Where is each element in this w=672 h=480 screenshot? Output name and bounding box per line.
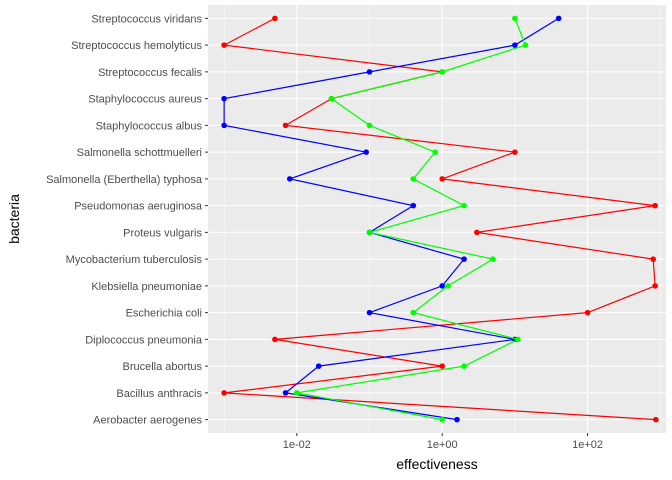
data-point: [221, 95, 227, 102]
data-point: [366, 309, 373, 316]
data-point: [221, 42, 227, 48]
y-axis-ticks: Aerobacter aerogenes Bacillus anthracis Br…: [46, 13, 208, 427]
y-tick-label: Diplococcus pneumonia: [85, 334, 203, 346]
y-tick-label: Bacillus anthracis: [116, 388, 202, 400]
x-tick-label: 1e+00: [427, 439, 458, 451]
data-point: [272, 336, 278, 343]
data-point: [490, 256, 496, 262]
data-point: [410, 202, 417, 209]
data-point: [512, 42, 518, 48]
y-tick-label: Staphylococcus aureus: [88, 94, 202, 106]
y-tick-label: Mycobacterium tuberculosis: [66, 254, 203, 266]
y-tick-label: Pseudomonas aeruginosa: [74, 201, 203, 213]
data-point: [474, 229, 480, 236]
series-line: [296, 18, 527, 421]
x-axis-title: effectiveness: [396, 456, 477, 472]
y-tick-label: Salmonella (Eberthella) typhosa: [46, 174, 203, 186]
data-point: [584, 309, 591, 316]
y-axis-title: bacteria: [6, 194, 22, 244]
y-tick-label: Streptococcus hemolyticus: [71, 40, 202, 52]
data-point: [515, 336, 521, 343]
series-3: [294, 15, 529, 423]
data-point: [439, 416, 445, 423]
data-point: [512, 15, 518, 22]
data-point: [555, 15, 562, 22]
data-point: [445, 283, 451, 289]
data-point: [522, 42, 529, 48]
data-point: [653, 416, 659, 423]
x-axis-ticks: 1e-02 1e+00 1e+02: [283, 433, 603, 451]
data-point: [363, 149, 369, 155]
y-tick-label: Klebsiella pneumoniae: [91, 281, 202, 293]
data-point: [294, 390, 300, 396]
data-point: [282, 390, 289, 396]
data-point: [512, 149, 518, 155]
data-point: [461, 363, 467, 369]
y-tick-label: Aerobacter aerogenes: [93, 415, 202, 427]
data-point: [315, 363, 322, 369]
data-point: [439, 176, 445, 182]
data-point: [366, 229, 373, 236]
series-layer: [221, 15, 659, 423]
data-point: [286, 176, 293, 182]
data-point: [221, 390, 227, 396]
data-point: [272, 15, 278, 22]
series-2: [221, 15, 562, 423]
data-point: [652, 283, 658, 289]
data-point: [328, 95, 335, 102]
data-point: [439, 283, 445, 289]
y-tick-label: Salmonella schottmuelleri: [77, 147, 202, 159]
series-line: [223, 17, 559, 421]
x-tick-label: 1e-02: [283, 439, 311, 451]
y-tick-label: Proteus vulgaris: [123, 227, 202, 239]
data-point: [652, 202, 658, 209]
data-point: [650, 256, 656, 262]
y-tick-label: Staphylococcus albus: [96, 120, 203, 132]
data-point: [461, 202, 467, 209]
data-point: [366, 69, 373, 75]
data-point: [366, 122, 373, 129]
y-tick-label: Escherichia coli: [126, 308, 202, 320]
data-point: [454, 416, 460, 423]
x-tick-label: 1e+02: [572, 439, 603, 451]
data-point: [439, 363, 445, 369]
data-point: [461, 256, 467, 262]
data-point: [410, 309, 417, 316]
data-point: [221, 122, 227, 129]
data-point: [410, 176, 417, 182]
plot-panel: [208, 5, 666, 433]
y-tick-label: Streptococcus fecalis: [98, 67, 202, 79]
y-tick-label: Streptococcus viridans: [91, 13, 202, 25]
data-point: [432, 149, 438, 155]
y-tick-label: Brucella abortus: [123, 361, 203, 373]
data-point: [439, 69, 445, 75]
data-point: [282, 122, 289, 129]
